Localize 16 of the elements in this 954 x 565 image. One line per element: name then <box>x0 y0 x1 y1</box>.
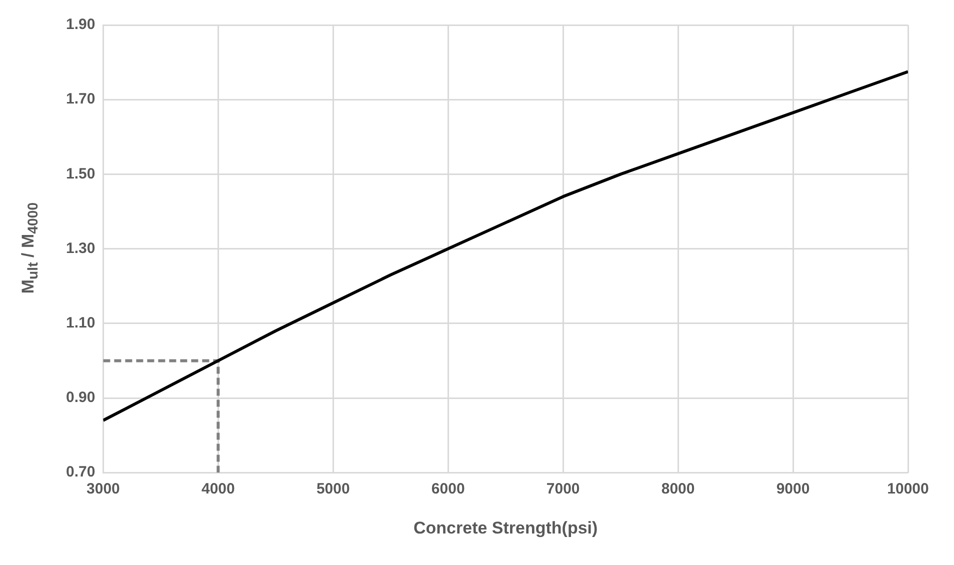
x-tick-label: 10000 <box>887 480 929 498</box>
x-tick-label: 3000 <box>86 480 120 498</box>
x-tick-label: 8000 <box>661 480 695 498</box>
y-tick-label: 0.70 <box>66 464 96 481</box>
y-tick-label: 1.30 <box>66 240 96 257</box>
y-tick-label: 1.70 <box>66 90 96 108</box>
x-axis-title: Concrete Strength(psi) <box>414 518 598 538</box>
y-tick-label: 0.90 <box>66 389 96 406</box>
x-tick-label: 7000 <box>546 480 580 498</box>
y-tick-label: 1.50 <box>66 165 96 182</box>
x-tick-label: 6000 <box>431 480 465 498</box>
x-tick-label: 5000 <box>316 480 350 498</box>
x-tick-label: 4000 <box>201 480 235 498</box>
y-tick-label: 1.90 <box>66 16 96 34</box>
y-tick-label: 1.10 <box>66 314 96 332</box>
x-tick-label: 9000 <box>776 480 810 498</box>
